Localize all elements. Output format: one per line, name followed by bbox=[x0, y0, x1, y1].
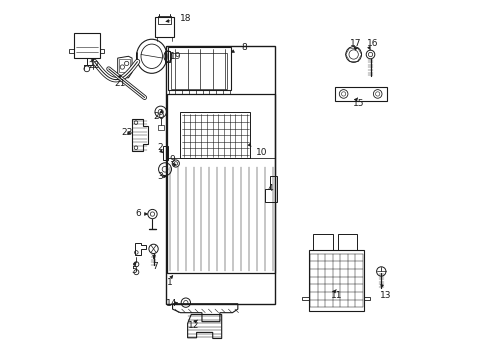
Bar bbox=[180, 112, 250, 158]
Bar bbox=[155, 17, 174, 37]
Bar bbox=[338, 234, 357, 250]
Text: 9: 9 bbox=[169, 155, 175, 164]
Text: 2: 2 bbox=[157, 143, 163, 152]
Bar bbox=[74, 33, 100, 58]
Bar bbox=[309, 250, 365, 311]
Text: 13: 13 bbox=[379, 291, 391, 300]
Text: 17: 17 bbox=[350, 39, 362, 48]
Text: 10: 10 bbox=[256, 148, 267, 157]
Bar bbox=[313, 234, 333, 250]
Text: 22: 22 bbox=[88, 62, 99, 71]
Text: 5: 5 bbox=[131, 266, 137, 275]
Text: 20: 20 bbox=[153, 112, 165, 121]
Text: 11: 11 bbox=[331, 291, 343, 300]
Text: 14: 14 bbox=[166, 299, 177, 308]
Text: 15: 15 bbox=[353, 99, 364, 108]
Text: 1: 1 bbox=[167, 278, 172, 287]
Bar bbox=[158, 16, 171, 24]
Text: 18: 18 bbox=[180, 14, 192, 23]
Text: 19: 19 bbox=[170, 52, 181, 61]
Text: 23: 23 bbox=[122, 128, 133, 137]
Text: 8: 8 bbox=[242, 43, 247, 52]
Text: 6: 6 bbox=[136, 209, 142, 218]
Text: 21: 21 bbox=[114, 79, 125, 88]
Text: 4: 4 bbox=[267, 184, 273, 193]
Text: 7: 7 bbox=[152, 262, 158, 271]
Text: 12: 12 bbox=[188, 321, 200, 330]
Bar bbox=[163, 146, 168, 160]
Text: 3: 3 bbox=[157, 172, 163, 181]
Text: 16: 16 bbox=[367, 39, 378, 48]
Bar bbox=[172, 53, 227, 89]
Bar bbox=[166, 45, 275, 304]
Bar bbox=[158, 125, 164, 130]
